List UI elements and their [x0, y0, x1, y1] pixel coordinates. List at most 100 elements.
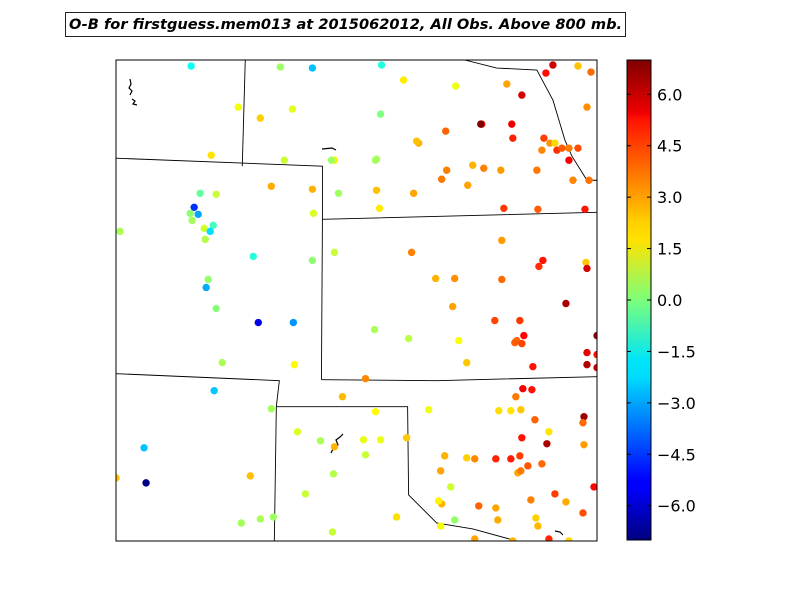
observation-point	[186, 209, 194, 218]
state-boundary	[116, 157, 597, 220]
observation-point	[212, 190, 220, 198]
observation-point	[497, 166, 505, 174]
observation-point	[471, 535, 479, 541]
observation-point	[412, 137, 421, 145]
observation-point	[256, 515, 264, 523]
observation-point	[583, 103, 591, 111]
observation-point	[440, 452, 449, 460]
observation-point	[371, 408, 380, 416]
observation-point	[579, 419, 587, 427]
observation-point	[503, 80, 511, 88]
observation-point	[288, 105, 297, 113]
observation-point	[329, 470, 338, 478]
observation-point	[376, 436, 385, 444]
observation-point	[377, 61, 386, 69]
observation-point	[580, 441, 588, 449]
lake-outline	[131, 98, 138, 106]
observation-point	[574, 144, 582, 152]
observation-point	[267, 405, 276, 413]
observation-point	[207, 151, 215, 159]
observation-point	[590, 483, 597, 491]
observation-point	[188, 216, 196, 225]
observation-point	[569, 176, 577, 184]
observation-point	[545, 535, 553, 541]
observation-point	[517, 467, 525, 475]
observation-point	[477, 120, 485, 128]
lake-outlines	[128, 78, 564, 536]
observation-point	[451, 274, 459, 283]
colorbar-tick-label: −4.5	[657, 445, 696, 464]
colorbar-tick-label: 0.0	[657, 291, 682, 310]
observation-point	[580, 413, 588, 421]
observation-point	[531, 416, 539, 424]
observation-point	[446, 483, 455, 491]
observation-point	[511, 338, 519, 347]
observation-point	[361, 451, 370, 459]
observation-point	[289, 318, 298, 327]
colorbar-tick-label: 4.5	[657, 137, 682, 156]
observation-point	[409, 189, 418, 197]
observation-point	[520, 331, 528, 340]
observation-point	[301, 490, 310, 498]
observation-point	[475, 502, 483, 510]
observation-point	[308, 64, 317, 72]
colorbar-tick-label: −1.5	[657, 342, 696, 361]
observation-point	[562, 299, 570, 308]
observation-point	[442, 166, 451, 174]
observation-point	[587, 68, 595, 76]
state-boundary	[241, 60, 246, 167]
observation-point	[516, 452, 524, 460]
observation-point	[534, 205, 542, 214]
observation-point	[507, 407, 515, 415]
observation-point	[463, 454, 471, 462]
colorbar-tick-label: −3.0	[657, 394, 696, 413]
state-boundary	[276, 406, 517, 541]
observation-point	[539, 256, 547, 265]
observation-point	[399, 76, 408, 84]
observation-point	[402, 434, 411, 442]
observation-point	[246, 472, 254, 480]
observation-point	[562, 498, 570, 506]
observation-point	[463, 358, 471, 367]
observation-point	[316, 437, 325, 445]
observation-point	[534, 522, 542, 530]
observation-point	[338, 393, 347, 401]
observation-point	[558, 144, 566, 152]
observation-point	[116, 474, 120, 482]
plot-frame	[115, 59, 598, 542]
lake-outline	[128, 78, 133, 96]
observation-point	[194, 210, 202, 219]
observation-point	[209, 221, 217, 230]
observation-point	[532, 514, 540, 522]
observation-point	[494, 516, 502, 524]
observation-point	[540, 134, 548, 142]
observation-point	[436, 522, 445, 530]
observation-point	[529, 362, 537, 371]
observation-point	[267, 182, 276, 190]
observation-point	[545, 428, 553, 436]
state-boundary	[320, 219, 323, 380]
observation-point	[528, 385, 536, 394]
observation-point	[464, 181, 472, 189]
observation-point	[254, 318, 262, 327]
observation-point	[579, 509, 587, 517]
observation-point	[542, 69, 550, 77]
observation-point	[434, 497, 443, 505]
observation-point	[330, 248, 339, 257]
observation-point	[582, 258, 590, 267]
observation-point	[518, 339, 526, 348]
observation-point	[543, 440, 551, 448]
colorbar-tick-label: 3.0	[657, 188, 682, 207]
observation-point	[469, 161, 477, 169]
observation-point	[507, 455, 515, 463]
observation-point	[234, 103, 242, 111]
observation-point	[500, 204, 508, 213]
observation-point	[498, 236, 506, 245]
observation-point	[509, 537, 517, 541]
observation-point	[471, 455, 479, 463]
observation-point	[376, 110, 385, 118]
observation-point	[309, 209, 318, 218]
observation-point	[517, 406, 525, 414]
observation-point	[583, 264, 591, 273]
observation-point	[142, 479, 150, 487]
